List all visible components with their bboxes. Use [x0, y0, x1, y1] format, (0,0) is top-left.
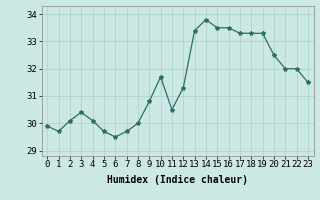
X-axis label: Humidex (Indice chaleur): Humidex (Indice chaleur): [107, 175, 248, 185]
